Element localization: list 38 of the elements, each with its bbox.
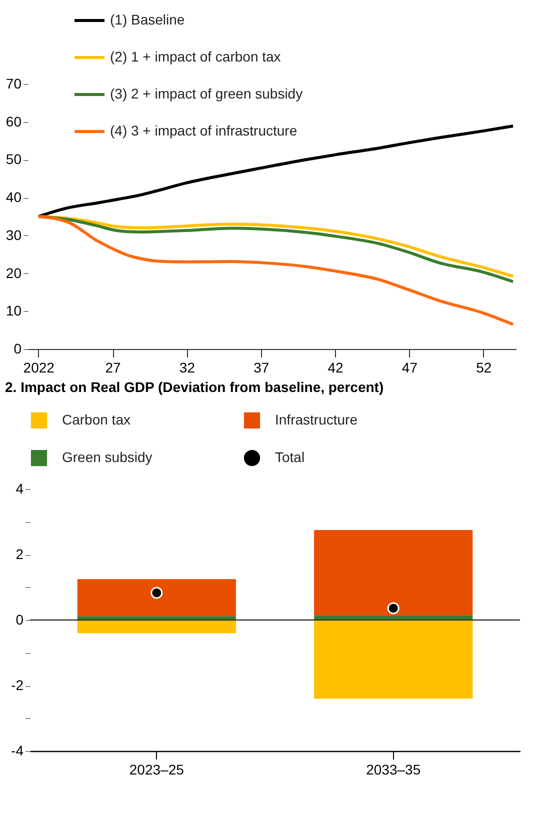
y-tick-label: -4 [11, 742, 24, 758]
y-tick-label: 0 [16, 612, 24, 628]
legend-label: (1) Baseline [110, 12, 185, 28]
y-tick-label: 2 [16, 546, 24, 562]
x-tick-label: 2022 [23, 360, 55, 376]
x-tick-label: 52 [476, 360, 492, 376]
legend-label: (2) 1 + impact of carbon tax [110, 48, 281, 64]
legend-label: (3) 2 + impact of green subsidy [110, 86, 303, 102]
bar [77, 579, 236, 616]
y-tick-label: 60 [6, 113, 22, 130]
chart-title: 2. Impact on Real GDP (Deviation from baseline, percent) [5, 379, 384, 395]
y-tick-label: 50 [6, 151, 22, 168]
x-tick-label: 2033–35 [366, 762, 421, 778]
y-tick-label: 10 [6, 302, 22, 319]
y-tick-label: 4 [16, 480, 24, 496]
y-tick-label: 20 [6, 264, 22, 281]
y-tick-label: -2 [11, 677, 24, 693]
legend-label: Green subsidy [62, 449, 152, 465]
x-tick-label: 2023–25 [129, 762, 184, 778]
x-tick-label: 37 [254, 360, 270, 376]
y-tick-label: 70 [6, 76, 22, 92]
y-tick-label: 0 [14, 340, 22, 356]
x-tick-label: 42 [328, 360, 344, 376]
bar [314, 620, 473, 699]
y-tick-label: 40 [6, 189, 22, 206]
legend-label: (4) 3 + impact of infrastructure [110, 122, 298, 138]
bar [77, 620, 236, 634]
y-tick-label: 30 [6, 226, 22, 243]
legend-label: Infrastructure [275, 411, 358, 428]
line-series [36, 124, 515, 218]
x-tick-label: 32 [179, 360, 196, 376]
legend-label: Total [275, 449, 305, 465]
legend-label: Carbon tax [62, 411, 130, 428]
bar [314, 530, 473, 616]
bar [314, 615, 473, 620]
line-series [36, 215, 515, 326]
x-tick-label: 27 [105, 360, 122, 376]
x-tick-label: 47 [402, 360, 418, 376]
